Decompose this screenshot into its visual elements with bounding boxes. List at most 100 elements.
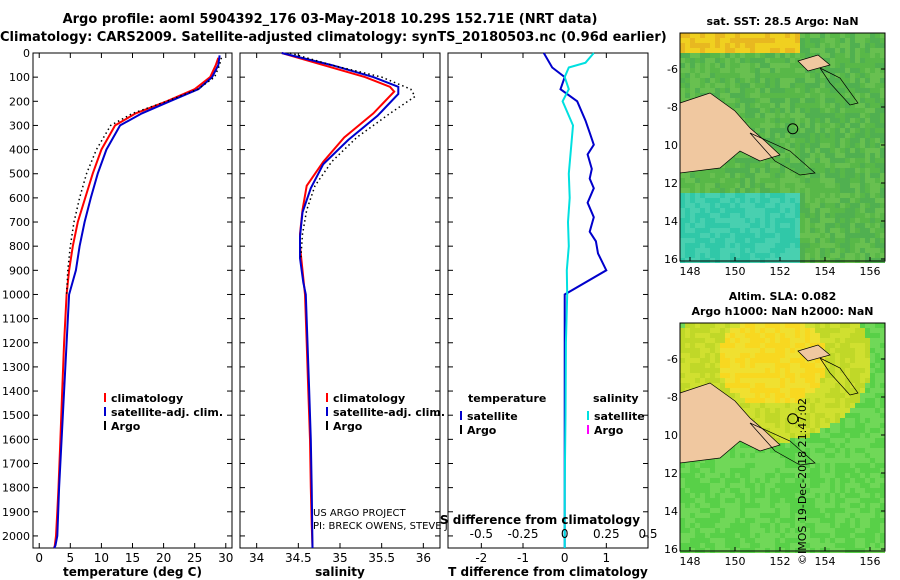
x-tick-label: 35.5: [368, 551, 395, 565]
y-tick-label: 1100: [2, 313, 30, 326]
x-tick-label: 20: [156, 551, 171, 565]
y-tick-label: 900: [9, 264, 30, 277]
legend-title-salinity: salinity: [593, 392, 639, 405]
top-axis-label: S difference from climatology: [440, 513, 640, 527]
coastline-new-ireland: [818, 357, 859, 396]
imos-timestamp: ©IMOS 19-Dec-2018 21:47:02: [796, 398, 809, 565]
map-y-tick-label: -14: [665, 505, 678, 518]
x-tick-label: 34.5: [285, 551, 312, 565]
legend-label: Argo: [467, 424, 497, 437]
float-position-marker: [787, 123, 799, 135]
series-satellite-adj-clim-: [53, 55, 221, 549]
legend-label: Argo: [594, 424, 624, 437]
chart-difference: -2 -1 0 1T difference from climatology tempe…: [440, 52, 658, 579]
sst-map-title: sat. SST: 28.5 Argo: NaN: [706, 15, 859, 28]
title-line-1: Argo profile: aoml 5904392_176 03-May-20…: [62, 12, 598, 27]
plot-frame: [239, 52, 441, 549]
x-tick-label: 10: [94, 551, 109, 565]
coastline-islands: [749, 422, 816, 466]
land-new-guinea: [679, 92, 781, 174]
y-tick-label: 200: [9, 95, 30, 108]
x-axis-label: T difference from climatology: [448, 565, 648, 579]
legend-label: climatology: [333, 392, 405, 405]
map-x-tick-label: 152: [770, 555, 791, 568]
coastline-islands: [749, 132, 816, 176]
legend-label: satellite-adj. clim.: [111, 406, 223, 419]
y-tick-label: 1300: [2, 361, 30, 374]
x-tick-label: 25: [187, 551, 202, 565]
y-tick-label: 500: [9, 168, 30, 181]
map-x-tick-label: 154: [815, 555, 836, 568]
legend-label: satellite-adj. clim.: [333, 406, 445, 419]
map-y-tick-label: -10: [665, 429, 678, 442]
map-y-tick-label: -12: [665, 177, 678, 190]
y-tick-label: 100: [9, 71, 30, 84]
land-new-britain: [797, 344, 831, 362]
top-tick-label: -0.25: [507, 527, 538, 541]
float-position-marker: [787, 413, 799, 425]
map-x-tick-label: 154: [815, 265, 836, 278]
y-tick-label: 300: [9, 119, 30, 132]
y-tick-label: 400: [9, 144, 30, 157]
map-y-tick-label: -12: [665, 467, 678, 480]
map-frame: [679, 322, 886, 552]
legend-label: Argo: [111, 420, 141, 433]
y-tick-label: 1600: [2, 433, 30, 446]
y-tick-label: 1700: [2, 457, 30, 470]
y-tick-label: 800: [9, 240, 30, 253]
x-axis-label: temperature (deg C): [63, 565, 202, 579]
map-y-tick-label: -6: [667, 353, 678, 366]
coastline-new-ireland: [818, 67, 859, 106]
y-tick-label: 1000: [2, 288, 30, 301]
map-x-tick-label: 156: [860, 555, 881, 568]
profile-charts: 0100200300400500600700800900100011001200…: [2, 47, 658, 579]
map-y-tick-label: -16: [665, 543, 678, 556]
top-tick-label: -0.5: [470, 527, 493, 541]
x-tick-label: 36: [416, 551, 431, 565]
x-tick-label: 30: [218, 551, 233, 565]
map-y-tick-label: -6: [667, 63, 678, 76]
map-x-tick-label: 148: [680, 555, 701, 568]
map-x-tick-label: 148: [680, 265, 701, 278]
top-tick-label: 0: [561, 527, 569, 541]
plot-frame: [447, 52, 649, 549]
x-tick-label: 34: [249, 551, 264, 565]
x-tick-label: 0: [561, 551, 569, 565]
chart-temperature: 0100200300400500600700800900100011001200…: [2, 47, 233, 579]
map-y-tick-label: -16: [665, 253, 678, 266]
land-new-guinea: [679, 382, 781, 464]
map-content: 148 150 152 154 156 -6 -8 -10 -12 -14 -16: [665, 32, 886, 278]
series-salinity-satellite: [561, 52, 595, 548]
x-tick-label: -2: [475, 551, 487, 565]
x-axis-label: salinity: [315, 565, 365, 579]
legend-label: Argo: [333, 420, 363, 433]
top-tick-label: 0.5: [638, 527, 657, 541]
credit-line: US ARGO PROJECT: [313, 508, 407, 519]
map-x-tick-label: 156: [860, 265, 881, 278]
y-tick-label: 700: [9, 216, 30, 229]
legend-label: satellite: [467, 410, 518, 423]
sst-map: 148 150 152 154 156 -6 -8 -10 -12 -14 -16: [665, 32, 886, 278]
sla-map-title-1: Altim. SLA: 0.082: [728, 290, 837, 303]
series-satellite-adj-clim-: [281, 52, 400, 549]
x-tick-label: 35: [332, 551, 347, 565]
map-x-tick-label: 152: [770, 265, 791, 278]
legend-label: satellite: [594, 410, 645, 423]
x-tick-label: 0: [35, 551, 43, 565]
map-x-tick-label: 150: [725, 555, 746, 568]
map-x-tick-label: 150: [725, 265, 746, 278]
series-argo: [289, 52, 416, 259]
top-tick-label: 0.25: [593, 527, 620, 541]
x-tick-label: 5: [66, 551, 74, 565]
land-new-britain: [797, 54, 831, 72]
map-y-tick-label: -10: [665, 139, 678, 152]
x-tick-label: -1: [517, 551, 529, 565]
credit-line: PI: BRECK OWENS, STEVE JAYNE, P.E. ROBBI…: [313, 521, 546, 532]
y-tick-label: 1400: [2, 385, 30, 398]
y-tick-label: 1800: [2, 482, 30, 495]
map-y-tick-label: -14: [665, 215, 678, 228]
x-tick-label: 1: [603, 551, 611, 565]
y-tick-label: 0: [23, 47, 30, 60]
y-tick-label: 1500: [2, 409, 30, 422]
map-y-tick-label: -8: [667, 391, 678, 404]
